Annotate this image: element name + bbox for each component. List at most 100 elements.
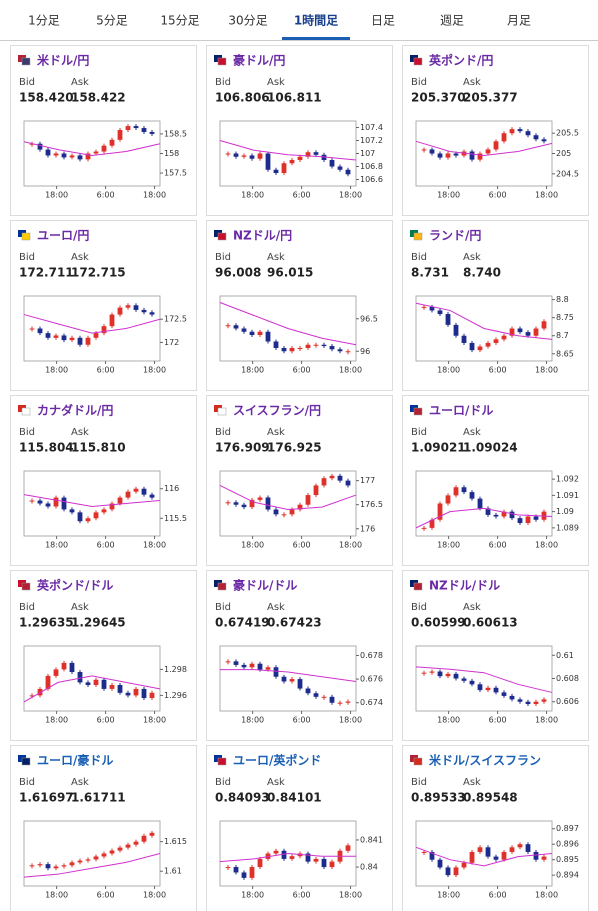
candle: [477, 847, 483, 852]
candle: [257, 153, 263, 159]
bid-label: Bid: [215, 602, 231, 613]
candle: [501, 692, 507, 696]
candle: [305, 344, 311, 348]
candle: [541, 856, 547, 860]
tab[interactable]: 1時間足: [294, 13, 338, 28]
pair-name[interactable]: ユーロ/ドル: [429, 404, 493, 418]
candle: [429, 149, 435, 154]
candle: [469, 492, 475, 499]
ask-value: 0.89548: [463, 791, 518, 805]
ask-value: 96.015: [267, 266, 313, 280]
pair-name[interactable]: 米ドル/スイスフラン: [429, 753, 541, 768]
candle: [429, 306, 435, 311]
candle: [125, 491, 131, 498]
x-tick-label: 18:00: [339, 716, 362, 725]
candle: [297, 348, 303, 349]
candle: [321, 696, 327, 698]
plot-frame: [415, 470, 553, 537]
y-tick-label: 0.894: [556, 871, 579, 880]
candle: [93, 679, 99, 685]
candle: [117, 497, 123, 504]
candle: [273, 667, 279, 677]
y-tick-label: 107: [360, 149, 375, 158]
candle: [265, 331, 271, 342]
candle: [541, 139, 547, 142]
candle: [501, 511, 507, 517]
pair-name[interactable]: 英ポンド/ドル: [37, 578, 113, 593]
pair-name[interactable]: NZドル/ドル: [429, 579, 500, 593]
x-tick-label: 18:00: [45, 716, 68, 725]
x-tick-label: 18:00: [143, 191, 166, 200]
y-tick-label: 8.75: [556, 313, 574, 322]
flag-quote: [217, 582, 227, 591]
candle: [117, 685, 123, 693]
pair-name[interactable]: ユーロ/英ポンド: [233, 753, 321, 768]
moving-average: [23, 314, 161, 334]
tab[interactable]: 日足: [371, 14, 395, 28]
plot-frame: [415, 120, 553, 187]
candle: [37, 500, 43, 504]
candle: [493, 141, 499, 150]
flag-quote: [413, 232, 423, 241]
x-tick-label: 18:00: [241, 891, 264, 900]
pair-name[interactable]: 豪ドル/円: [233, 53, 285, 68]
bid-label: Bid: [411, 77, 427, 88]
candle: [421, 672, 427, 674]
x-tick-label: 18:00: [45, 191, 68, 200]
candle: [289, 679, 295, 682]
candle: [69, 862, 75, 866]
pair-name[interactable]: 豪ドル/ドル: [233, 578, 297, 593]
ask-value: 158.422: [71, 91, 126, 105]
pair-name[interactable]: カナダドル/円: [37, 403, 113, 418]
tab[interactable]: 30分足: [228, 14, 267, 28]
moving-average: [219, 302, 357, 346]
candle: [429, 671, 435, 673]
candle: [493, 339, 499, 343]
candle: [109, 685, 115, 689]
ask-value: 0.84101: [267, 791, 322, 805]
flag-quote: [217, 232, 227, 241]
pair-name[interactable]: 米ドル/円: [37, 53, 89, 68]
bid-label: Bid: [19, 77, 35, 88]
candle: [45, 864, 51, 869]
candle: [257, 497, 263, 500]
candle: [249, 867, 255, 878]
pair-name[interactable]: ユーロ/豪ドル: [37, 753, 113, 768]
candle: [125, 126, 131, 131]
candle: [453, 487, 459, 496]
candle: [281, 850, 287, 859]
candle: [509, 847, 515, 852]
candle: [485, 508, 491, 515]
x-tick-label: 18:00: [339, 541, 362, 550]
candle: [257, 663, 263, 670]
tab[interactable]: 5分足: [96, 14, 128, 28]
pair-name[interactable]: 英ポンド/円: [429, 53, 493, 68]
bid-label: Bid: [215, 427, 231, 438]
y-tick-label: 0.896: [556, 840, 579, 849]
y-tick-label: 1.61: [164, 867, 182, 876]
x-tick-label: 18:00: [535, 191, 558, 200]
candle: [273, 341, 279, 348]
ask-label: Ask: [463, 777, 481, 788]
tab[interactable]: 月足: [507, 14, 531, 28]
y-tick-label: 0.606: [556, 697, 579, 706]
moving-average: [23, 141, 161, 156]
tab[interactable]: 1分足: [28, 14, 60, 28]
bid-label: Bid: [411, 602, 427, 613]
bid-value: 96.008: [215, 266, 261, 280]
pair-name[interactable]: ランド/円: [429, 229, 481, 243]
plot-frame: [415, 645, 553, 712]
y-tick-label: 1.615: [164, 837, 187, 846]
pair-name[interactable]: ユーロ/円: [37, 229, 89, 243]
candle: [345, 169, 351, 175]
candle: [321, 344, 327, 347]
tab[interactable]: 週足: [440, 14, 464, 28]
y-tick-label: 158.5: [164, 129, 187, 138]
y-tick-label: 0.61: [556, 651, 574, 660]
y-tick-label: 158: [164, 149, 179, 158]
candle: [477, 498, 483, 509]
pair-name[interactable]: スイスフラン/円: [233, 404, 321, 418]
pair-name[interactable]: NZドル/円: [233, 229, 292, 243]
tab[interactable]: 15分足: [160, 14, 199, 28]
candle: [517, 699, 523, 702]
